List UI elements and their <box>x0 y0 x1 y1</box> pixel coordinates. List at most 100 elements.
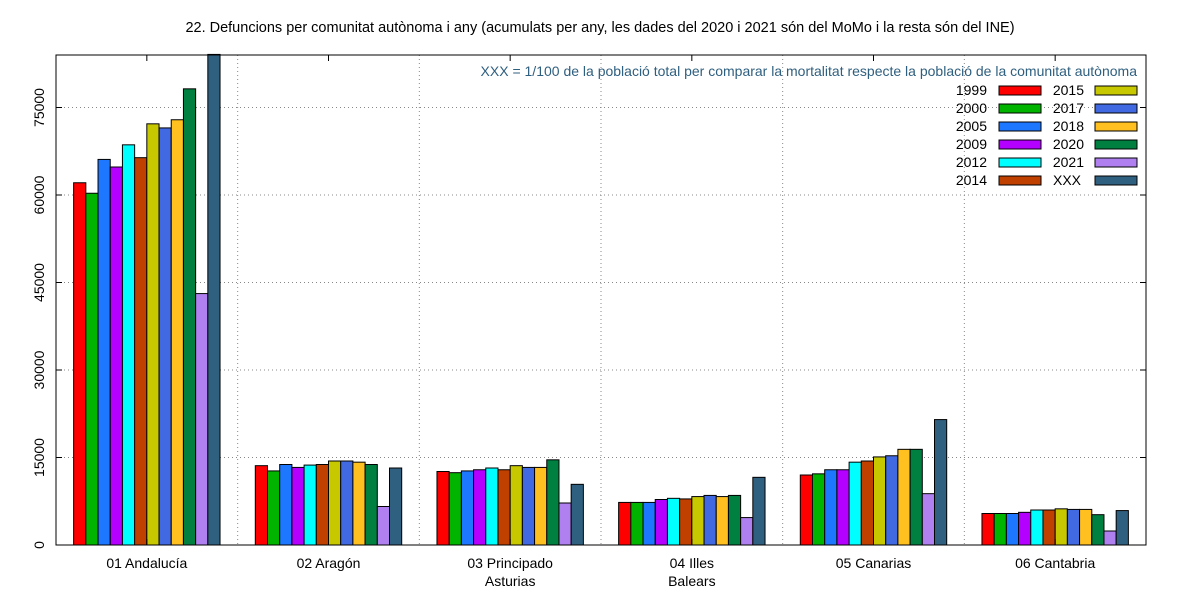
legend-label: 2012 <box>956 154 987 170</box>
bar-2020-5 <box>1091 514 1105 546</box>
bar-2005-1 <box>279 464 293 546</box>
bar-1999-4 <box>799 474 813 546</box>
bar-2021-1 <box>376 506 390 546</box>
legend-label: 2009 <box>956 136 987 152</box>
bar-2014-3 <box>679 498 693 546</box>
bar-1999-0 <box>73 182 87 546</box>
bar-2012-1 <box>303 464 317 546</box>
bar-2009-2 <box>473 469 487 546</box>
bar-2018-4 <box>897 448 911 546</box>
bar-2015-0 <box>146 123 160 546</box>
bar-2009-0 <box>109 166 123 546</box>
bar-2012-3 <box>666 497 681 546</box>
plot-frame <box>55 54 1147 546</box>
x-tick-label: 05 Canarias <box>836 555 912 571</box>
bar-2020-1 <box>364 464 378 546</box>
bar-2000-4 <box>812 473 826 546</box>
legend-label: 2014 <box>956 172 987 188</box>
legend-swatch <box>998 139 1042 150</box>
bar-2014-5 <box>1042 509 1056 546</box>
bar-2014-0 <box>134 157 148 546</box>
legend-label: XXX <box>1053 172 1082 188</box>
bar-2021-3 <box>740 517 754 546</box>
bar-2020-3 <box>727 494 742 546</box>
y-tick-label: 60000 <box>31 175 47 214</box>
bar-2009-3 <box>654 499 668 546</box>
grid <box>56 55 1146 545</box>
bar-2005-4 <box>824 469 838 546</box>
legend-label: 2020 <box>1053 136 1084 152</box>
bar-2015-3 <box>691 496 705 546</box>
legend-swatch <box>998 121 1042 132</box>
bar-2012-0 <box>121 144 136 546</box>
legend-label: 2000 <box>956 100 987 116</box>
chart-annotation: XXX = 1/100 de la població total per com… <box>481 63 1138 79</box>
x-tick-label: Balears <box>668 573 715 589</box>
bar-2014-2 <box>497 469 511 546</box>
bar-2017-1 <box>340 460 354 546</box>
legend-swatch <box>1094 121 1138 132</box>
bar-XXX-4 <box>934 419 948 546</box>
bar-2015-4 <box>873 456 887 546</box>
bar-2000-0 <box>85 192 99 546</box>
legend-label: 2005 <box>956 118 987 134</box>
legend-swatch <box>998 157 1042 168</box>
bar-2020-2 <box>546 459 560 546</box>
x-axis: 01 Andalucía 02 Aragón 03 Principado Asturi… <box>106 55 1095 589</box>
legend-label: 2015 <box>1053 82 1084 98</box>
x-tick-label: Asturias <box>485 573 536 589</box>
bar-2000-2 <box>448 472 462 546</box>
bar-2005-0 <box>97 158 111 546</box>
legend: 1999 2000 2005 2009 2012 2014 2015 2017 2018 2020… <box>956 82 1138 188</box>
bar-2012-5 <box>1030 509 1044 546</box>
bar-2000-5 <box>993 513 1007 546</box>
legend-swatch <box>998 85 1042 96</box>
x-tick-label: 06 Cantabria <box>1015 555 1095 571</box>
bar-XXX-1 <box>389 467 403 546</box>
bar-1999-2 <box>436 471 450 546</box>
y-tick-label: 45000 <box>31 263 47 302</box>
bar-XXX-0 <box>207 53 221 546</box>
legend-label: 1999 <box>956 82 987 98</box>
bar-2021-5 <box>1103 530 1117 546</box>
legend-label: 2018 <box>1053 118 1084 134</box>
bar-2015-1 <box>328 460 342 546</box>
bar-2021-0 <box>195 293 209 546</box>
bar-2009-1 <box>291 466 305 546</box>
y-tick-label: 30000 <box>31 350 47 389</box>
bar-2017-3 <box>703 494 717 546</box>
bar-2005-2 <box>460 470 475 546</box>
bar-2009-5 <box>1018 511 1032 546</box>
legend-swatch <box>1094 175 1138 186</box>
y-axis: 0 15000 30000 45000 60000 75000 <box>31 88 1146 549</box>
bar-2018-0 <box>170 119 184 546</box>
bar-2009-4 <box>836 469 850 546</box>
bar-XXX-2 <box>570 483 584 546</box>
bar-2018-1 <box>352 461 366 546</box>
legend-label: 2021 <box>1053 154 1084 170</box>
bar-2021-4 <box>921 493 935 546</box>
legend-swatch <box>998 175 1042 186</box>
legend-swatch <box>998 103 1042 114</box>
bar-2005-5 <box>1005 513 1020 546</box>
bar-2012-2 <box>485 467 499 546</box>
y-tick-label: 15000 <box>31 438 47 477</box>
x-tick-label: 01 Andalucía <box>106 555 187 571</box>
bar-2018-5 <box>1079 508 1093 546</box>
bar-2020-0 <box>182 88 197 546</box>
bar-2015-2 <box>509 465 523 546</box>
bar-2017-5 <box>1066 508 1081 546</box>
legend-swatch <box>1094 103 1138 114</box>
bar-2017-2 <box>521 466 536 546</box>
x-tick-label: 03 Principado <box>467 555 553 571</box>
legend-swatch <box>1094 139 1138 150</box>
legend-swatch <box>1094 85 1138 96</box>
legend-swatch <box>1094 157 1138 168</box>
bar-1999-5 <box>981 513 995 546</box>
bar-2020-4 <box>909 448 923 546</box>
y-tick-label: 0 <box>31 541 47 549</box>
bars <box>73 53 1129 546</box>
x-tick-label: 04 Illes <box>670 555 714 571</box>
x-tick-label: 02 Aragón <box>297 555 361 571</box>
